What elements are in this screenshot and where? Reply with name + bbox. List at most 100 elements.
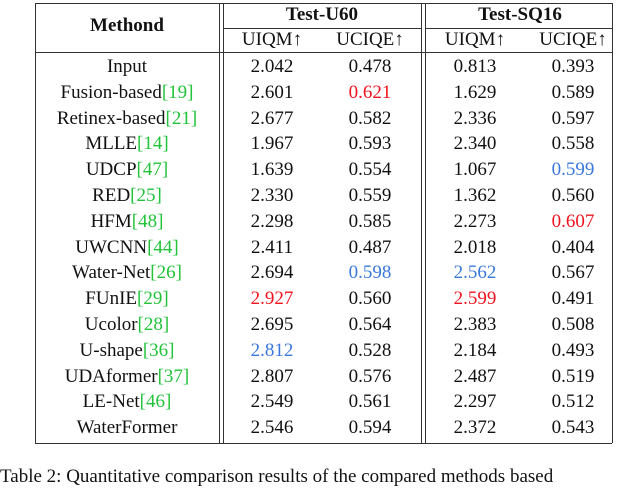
value-cell: 0.560 (348, 288, 392, 310)
method-cell: FUnIE[29] (85, 288, 168, 310)
method-cell: Input (107, 56, 147, 78)
value-cell: 2.336 (453, 107, 497, 129)
value-cell: 2.297 (453, 391, 497, 413)
value-cell: 2.807 (250, 365, 294, 387)
method-name: Input (106, 56, 148, 77)
method-name: Water-Net (72, 262, 151, 284)
citation: [46] (139, 391, 172, 413)
rule (612, 3, 613, 443)
value-cell: 0.582 (348, 107, 392, 129)
rule (425, 3, 426, 443)
method-cell: Ucolor[28] (85, 314, 169, 336)
citation: [47] (136, 159, 169, 181)
rule (223, 3, 224, 443)
method-cell: WaterFormer (77, 417, 178, 439)
value-cell: 2.487 (453, 365, 497, 387)
value-cell: 1.967 (250, 133, 294, 155)
value-cell: 0.491 (551, 288, 595, 310)
value-cell: 2.812 (250, 339, 294, 361)
value-cell: 2.383 (453, 314, 497, 335)
citation: [28] (137, 314, 170, 335)
value-cell: 0.597 (551, 107, 595, 129)
value-cell: 2.298 (250, 210, 294, 232)
citation: [25] (130, 185, 162, 206)
method-cell: HFM[48] (91, 211, 164, 233)
method-name: U-shape (79, 339, 143, 361)
rule (35, 443, 612, 444)
caption: Table 2: Quantitative comparison results… (0, 466, 554, 487)
method-cell: U-shape[36] (80, 340, 175, 362)
value-cell: 0.393 (551, 56, 595, 77)
value-cell: 0.564 (348, 314, 392, 335)
value-cell: 0.567 (551, 262, 595, 284)
method-cell: UDCP[47] (86, 159, 168, 181)
value-cell: 0.813 (453, 56, 497, 77)
value-cell: 2.330 (250, 185, 294, 206)
value-cell: 0.493 (551, 339, 595, 361)
value-cell: 0.599 (551, 159, 595, 181)
citation: [26] (150, 262, 182, 284)
method-name: UDAformer (64, 365, 158, 387)
value-cell: 0.589 (551, 81, 595, 103)
page: Methond Test-U60 Test-SQ16 UIQM↑ UCIQE↑ UIQM↑… (0, 3, 613, 487)
value-cell: 2.042 (250, 56, 294, 77)
value-cell: 0.621 (348, 81, 392, 103)
value-cell: 2.677 (250, 107, 294, 129)
header-metric: UCIQE↑ (336, 29, 404, 50)
citation: [19] (161, 81, 194, 103)
value-cell: 0.554 (348, 159, 392, 181)
method-name: RED (92, 185, 131, 206)
value-cell: 0.585 (348, 210, 392, 232)
value-cell: 0.561 (348, 391, 392, 413)
value-cell: 2.372 (453, 417, 497, 439)
value-cell: 2.411 (250, 236, 294, 258)
value-cell: 2.927 (250, 288, 294, 310)
header-group: Test-U60 (285, 4, 359, 25)
value-cell: 1.639 (250, 159, 294, 181)
citation: [44] (147, 236, 179, 258)
value-cell: 0.404 (551, 236, 595, 258)
value-cell: 2.599 (453, 288, 497, 310)
method-cell: MLLE[14] (85, 133, 168, 155)
rule (425, 28, 612, 29)
method-name: MLLE (85, 133, 138, 155)
rule (35, 3, 36, 443)
value-cell: 1.067 (453, 159, 497, 181)
header-group: Test-SQ16 (478, 4, 562, 25)
value-cell: 0.512 (551, 391, 595, 413)
method-name: UWCNN (75, 236, 148, 258)
method-cell: Water-Net[26] (72, 262, 182, 284)
value-cell: 2.694 (250, 262, 294, 284)
value-cell: 2.562 (453, 262, 497, 284)
value-cell: 0.598 (348, 262, 392, 284)
value-cell: 0.558 (551, 133, 595, 155)
method-name: WaterFormer (76, 417, 178, 439)
method-name: Retinex-based (56, 107, 166, 129)
rule (421, 3, 422, 443)
value-cell: 0.559 (348, 185, 392, 206)
value-cell: 0.478 (348, 56, 392, 77)
value-cell: 2.546 (250, 417, 294, 439)
value-cell: 0.594 (348, 417, 392, 439)
rule (35, 3, 612, 4)
method-cell: Retinex-based[21] (57, 108, 197, 130)
citation: [48] (131, 210, 164, 232)
header-metric: UIQM↑ (444, 29, 506, 50)
value-cell: 2.184 (453, 339, 497, 361)
method-cell: LE-Net[46] (83, 391, 172, 413)
method-cell: RED[25] (92, 185, 162, 207)
citation: [36] (142, 339, 175, 361)
value-cell: 0.576 (348, 365, 392, 387)
value-cell: 2.273 (453, 210, 497, 232)
citation: [14] (137, 133, 169, 155)
value-cell: 0.487 (348, 236, 392, 258)
value-cell: 2.018 (453, 236, 497, 258)
value-cell: 2.695 (250, 314, 294, 335)
method-name: HFM (90, 210, 132, 232)
rule (219, 3, 220, 443)
method-cell: UDAformer[37] (65, 366, 190, 388)
method-name: LE-Net (82, 391, 140, 413)
method-cell: Fusion-based[19] (61, 82, 194, 104)
value-cell: 0.607 (551, 210, 595, 232)
citation: [21] (165, 107, 198, 129)
